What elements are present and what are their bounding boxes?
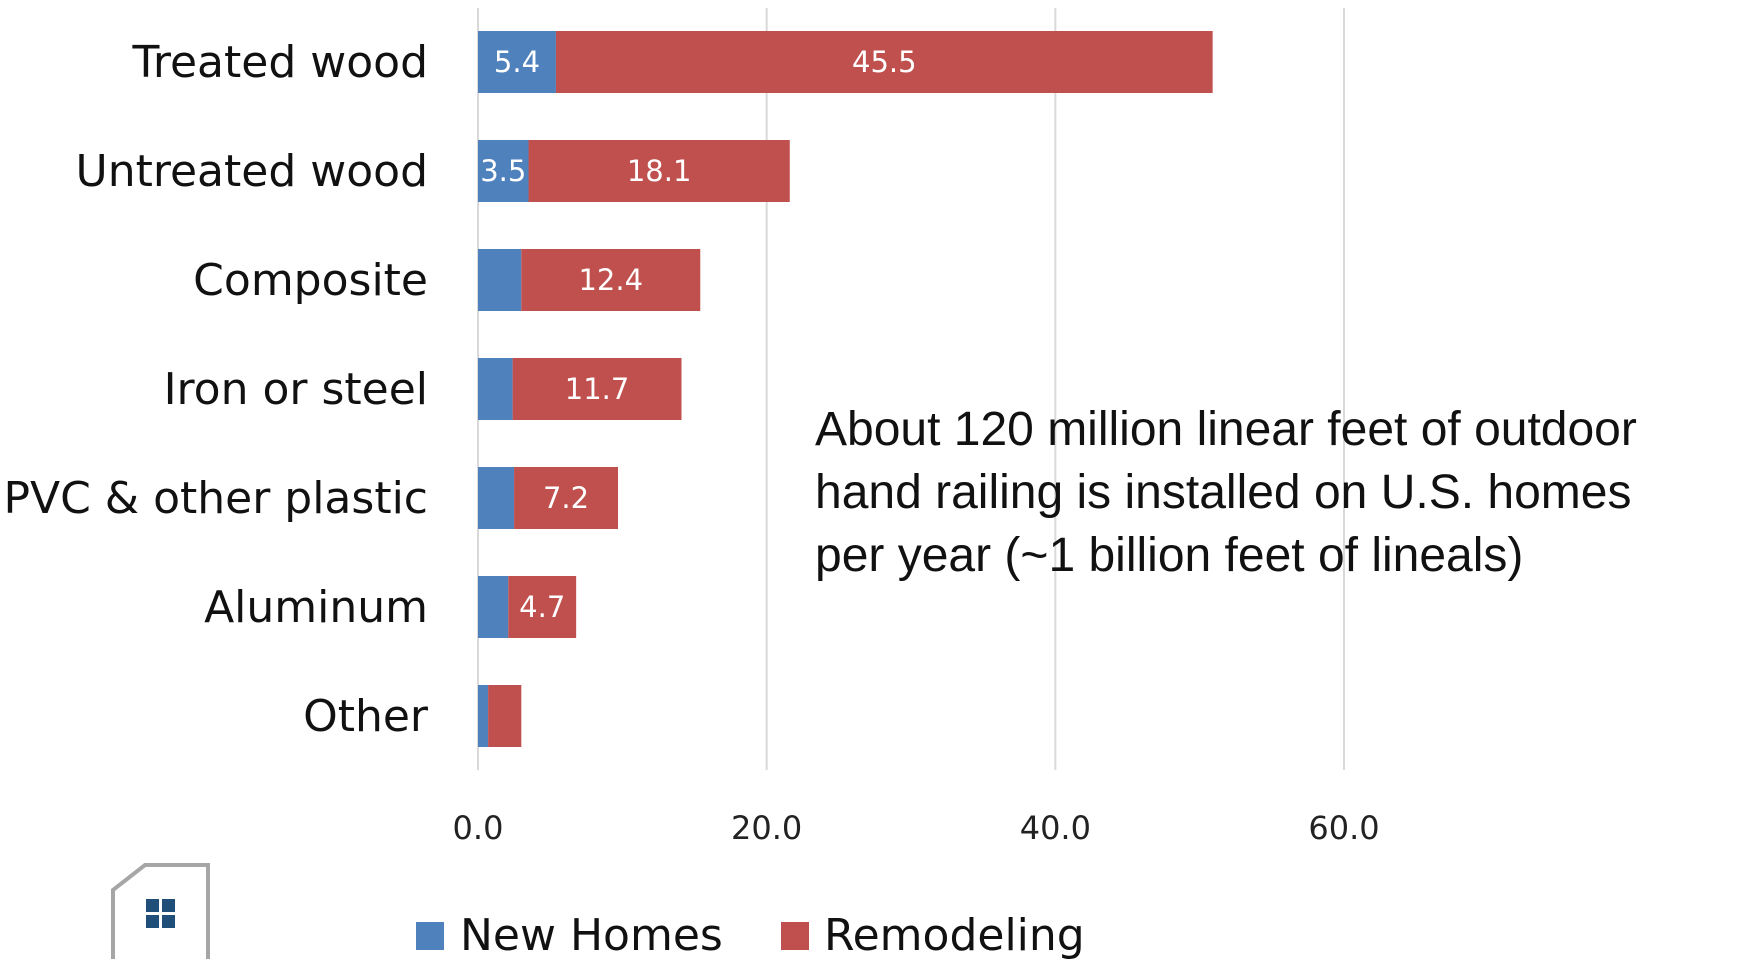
category-label: Iron or steel (164, 364, 428, 415)
bar-new-homes (478, 140, 529, 202)
category-label: Composite (193, 255, 428, 306)
data-label: 5.4 (494, 45, 540, 79)
bar-new-homes (478, 576, 509, 638)
data-label: 4.7 (519, 590, 565, 624)
annotation-line-1: About 120 million linear feet of outdoor (815, 403, 1637, 456)
x-tick-label: 40.0 (1020, 809, 1091, 847)
bar-new-homes (478, 685, 489, 747)
bar-remodeling (555, 31, 1213, 93)
annotation-line-3: per year (~1 billion feet of lineals) (815, 529, 1523, 582)
data-label: 7.2 (543, 481, 589, 515)
category-label: PVC & other plastic (3, 473, 428, 524)
bar-remodeling (488, 685, 522, 747)
data-label: 12.4 (578, 263, 643, 297)
data-label: 11.7 (565, 372, 630, 406)
data-label: 18.1 (627, 154, 692, 188)
bar-remodeling (521, 249, 701, 311)
bars: 5.4 45.5 3.5 18.1 12.4 11.7 7.2 4.7 (478, 31, 1213, 747)
house-logo-icon (111, 863, 210, 959)
x-tick-label: 60.0 (1308, 809, 1379, 847)
bar-new-homes (478, 249, 522, 311)
bar-remodeling (528, 140, 790, 202)
bar-new-homes (478, 31, 556, 93)
bar-new-homes (478, 358, 513, 420)
category-label: Treated wood (131, 37, 428, 88)
bar-remodeling (508, 576, 577, 638)
category-labels: Treated wood Untreated wood Composite Iron … (3, 37, 428, 742)
x-tick-label: 0.0 (453, 809, 504, 847)
data-label: 3.5 (480, 154, 526, 188)
bar-remodeling (512, 358, 682, 420)
legend-swatch-remodeling (781, 922, 809, 950)
annotation-line-2: hand railing is installed on U.S. homes (815, 466, 1631, 519)
x-tick-labels: 0.0 20.0 40.0 60.0 (453, 809, 1380, 847)
legend-label-new-homes: New Homes (460, 910, 723, 959)
bar-remodeling (514, 467, 619, 529)
category-label: Other (303, 691, 429, 742)
category-label: Untreated wood (76, 146, 429, 197)
bar-new-homes (478, 467, 515, 529)
category-label: Aluminum (204, 582, 428, 633)
legend: New Homes Remodeling (416, 910, 1085, 959)
legend-label-remodeling: Remodeling (824, 910, 1085, 959)
legend-swatch-new-homes (416, 922, 444, 950)
data-label: 45.5 (852, 45, 917, 79)
x-tick-label: 20.0 (731, 809, 802, 847)
